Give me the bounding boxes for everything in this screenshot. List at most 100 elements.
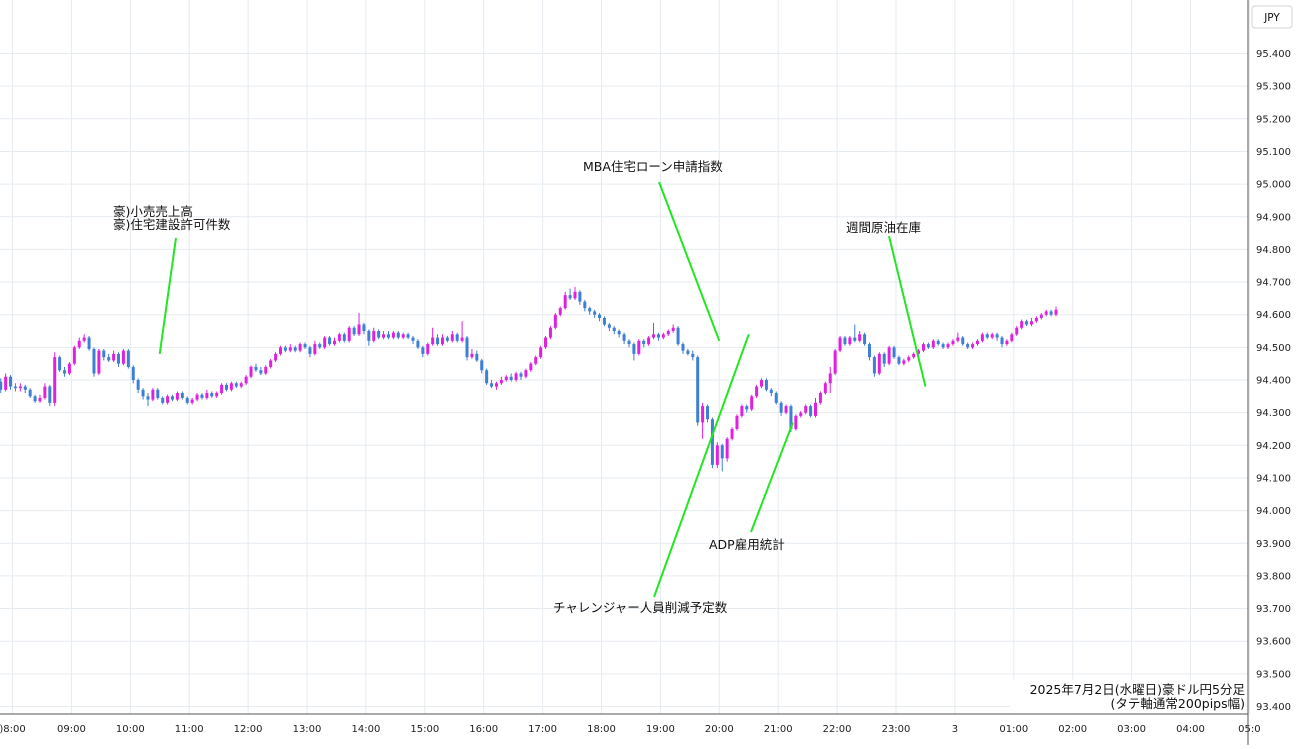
candle-body [466,338,469,358]
x-tick-label: 12:00 [234,724,263,735]
candle-body [534,357,537,364]
candle [186,396,189,404]
candle [1001,336,1004,347]
candle [412,336,415,344]
y-tick-label: 93.600 [1256,637,1291,648]
candle [897,356,900,366]
candle-body [794,416,797,429]
candle [696,356,699,426]
candle-body [1035,318,1038,321]
candle [824,382,827,395]
candle [500,377,503,385]
annotation-label: ADP雇用統計 [709,537,785,552]
y-tick-label: 94.000 [1256,506,1291,517]
candle-body [436,338,439,345]
candle [480,359,483,374]
candle [716,442,719,468]
candle-body [897,357,900,364]
candle [726,437,729,461]
candle-body [382,334,385,337]
candle [205,390,208,400]
candle [731,427,734,440]
candle [765,378,768,391]
candle [485,369,488,385]
candle [34,395,37,403]
candle-body [947,344,950,347]
candle-body [505,377,508,380]
candle [966,342,969,349]
candle [58,356,61,372]
candle-body [151,390,154,400]
candle-body [986,334,989,337]
candle-body [68,364,71,374]
candle [691,351,694,361]
candle-body [225,385,228,390]
candle [431,328,434,346]
candle-body [289,347,292,350]
y-tick-label: 94.800 [1256,245,1291,256]
candle-body [161,398,164,403]
candle-body [618,331,621,334]
candle-body [637,341,640,354]
y-tick-label: 94.600 [1256,310,1291,321]
candle-body [24,387,27,390]
candle [245,375,248,385]
x-tick-label: 3 [952,724,958,735]
candle-body [893,347,896,357]
candle-body [387,334,390,337]
candle [573,287,576,300]
candle [701,403,704,439]
candle-body [313,344,316,354]
candle-body [1010,334,1013,341]
currency-label: JPY [1263,12,1280,24]
candle-body [976,341,979,344]
candle-body [868,344,871,357]
candle [318,342,321,349]
candle-body [122,351,125,364]
candle [681,342,684,353]
y-tick-label: 94.100 [1256,473,1291,484]
x-tick-label: 15:00 [410,724,439,735]
candle-body [863,334,866,344]
candle [893,346,896,359]
candle-body [269,360,272,367]
candle [618,329,621,337]
candle [38,395,41,403]
candle-body [254,367,257,370]
candle-body [142,390,145,397]
candle [912,352,915,359]
candle-body [922,344,925,351]
candle [706,404,709,422]
candle [441,334,444,345]
x-tick-label: )8:00 [0,724,26,735]
candle-body [740,406,743,416]
candle [524,369,527,379]
candle [603,316,606,326]
candle [554,313,557,329]
candle-body [431,338,434,345]
candle [132,365,135,383]
candle [102,349,105,360]
candle [961,336,964,346]
y-tick-label: 95.400 [1256,49,1291,60]
candle [254,364,257,372]
candle [294,346,297,353]
candle-body [559,308,562,315]
annotation-line [654,334,749,597]
candle-body [785,406,788,413]
candle-body [608,324,611,327]
candle [235,382,238,389]
candle [613,326,616,334]
candle [1050,310,1053,317]
candle-body [971,344,974,347]
candle [809,404,812,417]
candle-body [799,413,802,416]
candle-body [1030,321,1033,324]
candle [127,349,130,369]
candle-body [412,338,415,341]
x-tick-label: 13:00 [293,724,322,735]
candle-body [83,338,86,341]
candle-body [1025,321,1028,324]
candle-body [996,334,999,337]
